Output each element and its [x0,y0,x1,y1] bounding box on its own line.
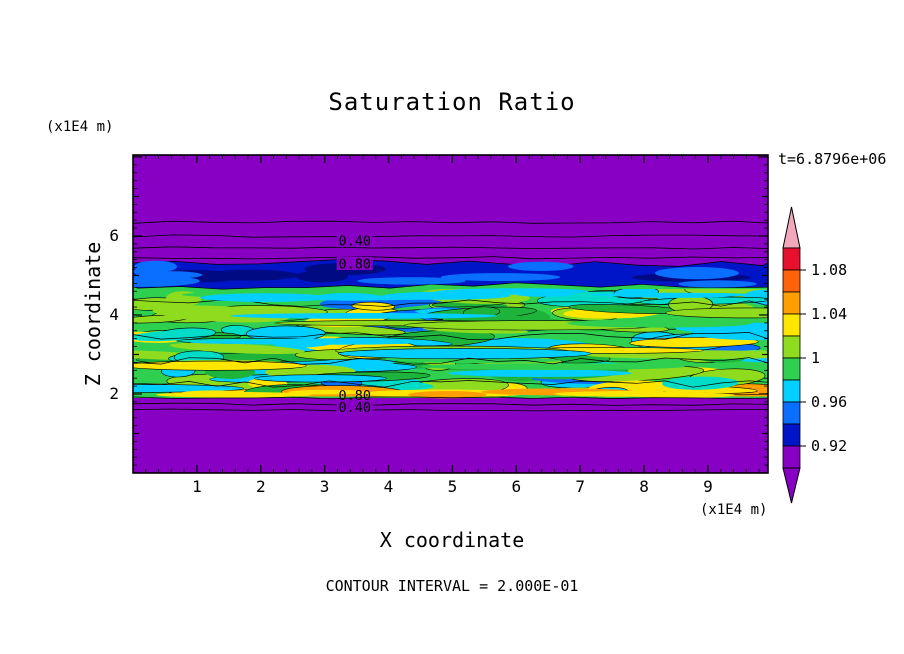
plot-ellipse [202,269,299,281]
plot-ellipse [357,277,466,285]
x-axis-title: X coordinate [379,528,525,552]
plot-ellipse [678,280,757,288]
plot-ellipse [199,293,330,302]
plot-ellipse [288,389,367,395]
plot-ellipse [179,390,250,397]
colorbar-band [782,357,801,381]
colorbar-under-arrow [782,467,801,504]
x-tick-label: 2 [256,477,266,496]
chart-title: Saturation Ratio [328,88,576,116]
x-tick-label: 6 [511,477,521,496]
plot-ellipse [133,360,307,371]
colorbar-band [782,247,801,271]
plot-path [133,380,768,388]
x-tick-label: 9 [703,477,713,496]
plot-path [133,408,768,412]
x-tick-label: 8 [639,477,649,496]
plot-path [133,256,768,260]
plot-ellipse [421,363,685,370]
plot-rect [336,400,373,414]
x-axis-unit-label: (x1E4 m) [700,502,768,518]
colorbar-level-label: 1.04 [811,305,847,323]
colorbar-band [782,423,801,447]
z-tick-label: 4 [109,305,119,324]
plot-ellipse [152,305,291,323]
x-tick-label: 4 [384,477,394,496]
contour-line-labels: 0.400.800.800.40 [336,234,373,416]
plot-frame [132,154,769,474]
colorbar-over-arrow [782,206,801,249]
x-tick-label: 1 [192,477,202,496]
plot-path [133,402,768,406]
colorbar-level-label: 0.96 [811,393,847,411]
z-axis-unit-label: (x1E4 m) [46,119,114,135]
colorbar-band [782,269,801,293]
plot-ellipse [655,267,739,280]
plot-ellipse [448,369,632,378]
contour-label: 0.80 [338,388,371,404]
colorbar: 1.08 1.04 1 0.96 0.92 [782,206,847,504]
plot-ellipse [408,391,487,399]
plot-ellipse [295,270,349,283]
plot-path [133,234,768,238]
plot-rect [336,257,373,270]
plot-rect [132,154,769,474]
colorbar-band [782,335,801,359]
colorbar-band [782,313,801,337]
colorbar-level-label: 1.08 [811,261,847,279]
colorbar-band [782,291,801,315]
contour-interval-label: CONTOUR INTERVAL = 2.000E-01 [325,577,579,595]
x-tick-label: 3 [320,477,330,496]
plot-ellipse [691,324,768,341]
plot-ellipse [629,337,759,348]
plot-ellipse [440,273,561,282]
plot-ellipse [662,376,739,390]
plot-ellipse [133,330,207,342]
plot-path [133,332,768,340]
contour-field [133,155,768,473]
plot-ellipse [508,261,574,271]
plot-ellipse [351,301,396,311]
plot-ellipse [337,348,592,360]
axis-tick-labels: 1 2 3 4 5 6 7 8 9 2 4 6 [109,226,712,496]
plot-ellipse [133,266,166,277]
colorbar-band [782,445,801,469]
plot-ellipse [169,342,305,354]
contour-label: 0.40 [338,400,371,416]
plot-ellipse [567,319,753,328]
axis-ticks [133,155,768,473]
plot-ellipse [554,391,711,397]
plot-ellipse [254,374,387,383]
z-tick-label: 6 [109,226,119,245]
colorbar-level-label: 0.92 [811,437,847,455]
plot-path [133,396,768,400]
plot-path [133,357,768,365]
plot-path [133,246,768,250]
time-label: t=6.8796e+06 [778,150,887,168]
plot-ellipse [230,313,498,319]
plot-path [133,220,768,224]
colorbar-band [782,379,801,403]
plot-ellipse [665,307,768,319]
x-tick-label: 7 [575,477,585,496]
colorbar-level-label: 1 [811,349,820,367]
plot-ellipse [620,293,736,298]
x-tick-label: 5 [448,477,458,496]
plot-ellipse [516,292,574,297]
plot-rect [336,234,373,248]
plot-ellipse [337,295,470,300]
contour-label: 0.40 [338,234,371,250]
contour-label: 0.80 [338,257,371,273]
z-tick-label: 2 [109,384,119,403]
colorbar-band [782,401,801,425]
plot-ellipse [133,275,200,287]
plot-ellipse [250,338,435,345]
plot-ellipse [308,365,344,373]
